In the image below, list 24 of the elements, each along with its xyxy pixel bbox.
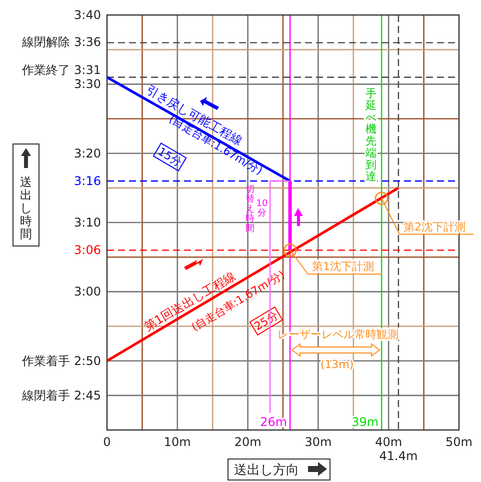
y-tick-label: 3:10 [74, 216, 101, 230]
y-tick-label: 3:00 [74, 284, 101, 299]
y-tick-label: 3:40 [74, 8, 101, 22]
x-tick-label: 20m [234, 435, 262, 449]
ref-line-label: 3:16 [74, 174, 101, 188]
text: 線閉解除 3:36 [21, 35, 101, 49]
ref-line-label: 39m [352, 415, 379, 429]
x-axis-title: 送出し方向 [234, 462, 299, 478]
annotation: 切替え時間 [246, 184, 254, 234]
x-tick-label: 50m [446, 435, 472, 449]
y-tick-label: 3:20 [74, 146, 101, 160]
text: 作業終了 3:31 [21, 63, 101, 77]
annotation: 10分 [256, 199, 268, 219]
annotation: (13m) [320, 358, 354, 371]
y-tick-label: 作業着手 2:50 [21, 354, 101, 368]
x-tick-label: 30m [304, 435, 332, 449]
x-tick-label: 40m [375, 435, 402, 449]
ref-line-label: 41.4m [379, 449, 418, 463]
ref-line-label: 3:06 [74, 243, 101, 258]
y-axis-title: 送出し時間 [20, 175, 32, 241]
x-tick-label: 10m [164, 435, 191, 449]
y-tick-label: 線閉着手 2:45 [21, 388, 101, 402]
y-tick-label: 3:30 [74, 77, 101, 92]
x-tick-label: 0 [103, 435, 111, 449]
